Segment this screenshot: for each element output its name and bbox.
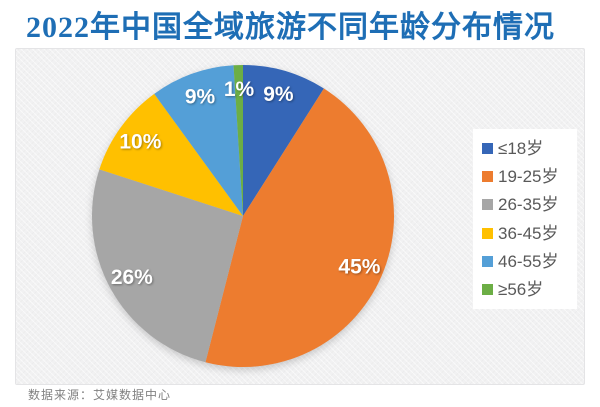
legend-item: 36-45岁 bbox=[482, 225, 577, 242]
legend: ≤18岁 19-25岁 26-35岁 36-45岁 46-55岁 ≥56岁 bbox=[473, 129, 577, 309]
legend-swatch-icon bbox=[482, 199, 493, 211]
pie-slice-label: 10% bbox=[119, 130, 161, 153]
legend-swatch-icon bbox=[482, 283, 493, 295]
legend-swatch-icon bbox=[482, 227, 493, 239]
data-source: 数据来源：艾媒数据中心 bbox=[28, 388, 172, 402]
pie-slices bbox=[91, 65, 394, 368]
pie-slice-label: 45% bbox=[338, 255, 380, 278]
legend-item: 26-35岁 bbox=[482, 196, 577, 213]
legend-label: 46-55岁 bbox=[498, 251, 559, 271]
legend-item: ≥56岁 bbox=[482, 281, 577, 298]
legend-swatch-icon bbox=[482, 171, 493, 183]
pie-slice-1 bbox=[243, 65, 324, 216]
legend-item: ≤18岁 bbox=[482, 140, 577, 157]
pie-slice-3 bbox=[91, 169, 243, 363]
pie-chart: 9% 45% 26% 10% 9% 1% bbox=[91, 65, 394, 368]
legend-swatch-icon bbox=[482, 143, 493, 155]
pie-slice-5 bbox=[154, 65, 243, 216]
pie-slice-2 bbox=[205, 88, 394, 368]
legend-item: 46-55岁 bbox=[482, 253, 577, 270]
legend-swatch-icon bbox=[482, 255, 493, 267]
pie-slice-label: 9% bbox=[263, 83, 294, 106]
plot-area: 9% 45% 26% 10% 9% 1% ≤18岁 19-25岁 26-35岁 36-45岁 46… bbox=[15, 48, 585, 385]
pie-slice-label: 26% bbox=[111, 266, 153, 289]
legend-label: 36-45岁 bbox=[498, 223, 559, 243]
legend-label: ≤18岁 bbox=[498, 139, 544, 159]
legend-label: ≥56岁 bbox=[498, 279, 544, 299]
pie-slice-label: 9% bbox=[185, 86, 216, 109]
pie-slice-4 bbox=[99, 93, 243, 216]
legend-item: 19-25岁 bbox=[482, 168, 577, 185]
legend-label: 26-35岁 bbox=[498, 195, 559, 215]
pie-slice-label: 1% bbox=[224, 78, 255, 101]
legend-label: 19-25岁 bbox=[498, 167, 559, 187]
pie-slice-6 bbox=[233, 65, 243, 216]
chart-title: 2022年中国全域旅游不同年龄分布情况 bbox=[26, 11, 555, 44]
